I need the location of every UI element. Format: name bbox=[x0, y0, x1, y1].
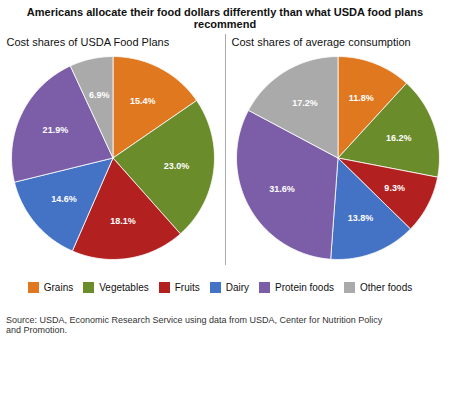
html-text:Americans allocate their food: Americans allocate their food dollars di… bbox=[26, 6, 424, 30]
html-text:Vegetables: Vegetables bbox=[99, 282, 149, 293]
html-text:Grains: Grains bbox=[43, 282, 74, 293]
html-text:Other foods: Other foods bbox=[360, 282, 413, 293]
html-text:Dairy: Dairy bbox=[225, 282, 249, 293]
html-text:Protein foods: Protein foods bbox=[275, 282, 334, 293]
svg-text:16.2%: 16.2% bbox=[386, 133, 412, 143]
svg-text:11.8%: 11.8% bbox=[349, 93, 374, 103]
svg-text:9.3%: 9.3% bbox=[384, 183, 405, 193]
svg-text:14.6%: 14.6% bbox=[51, 194, 77, 204]
html-text:Cost shares of USDA Food Plans: Cost shares of USDA Food Plans bbox=[6, 36, 170, 48]
html-text:Source: USDA, Economic Researc: Source: USDA, Economic Research Service … bbox=[6, 315, 383, 335]
html-text:Cost shares of average consump: Cost shares of average consumption bbox=[231, 36, 411, 48]
svg-text:17.2%: 17.2% bbox=[292, 98, 318, 108]
svg-text:23.0%: 23.0% bbox=[164, 161, 190, 171]
svg-text:21.9%: 21.9% bbox=[43, 125, 69, 135]
html-text:Fruits: Fruits bbox=[174, 282, 200, 293]
svg-text:13.8%: 13.8% bbox=[348, 213, 374, 223]
svg-text:31.6%: 31.6% bbox=[269, 184, 295, 194]
svg-text:15.4%: 15.4% bbox=[130, 96, 156, 106]
svg-text:6.9%: 6.9% bbox=[89, 90, 110, 100]
svg-text:18.1%: 18.1% bbox=[110, 216, 136, 226]
